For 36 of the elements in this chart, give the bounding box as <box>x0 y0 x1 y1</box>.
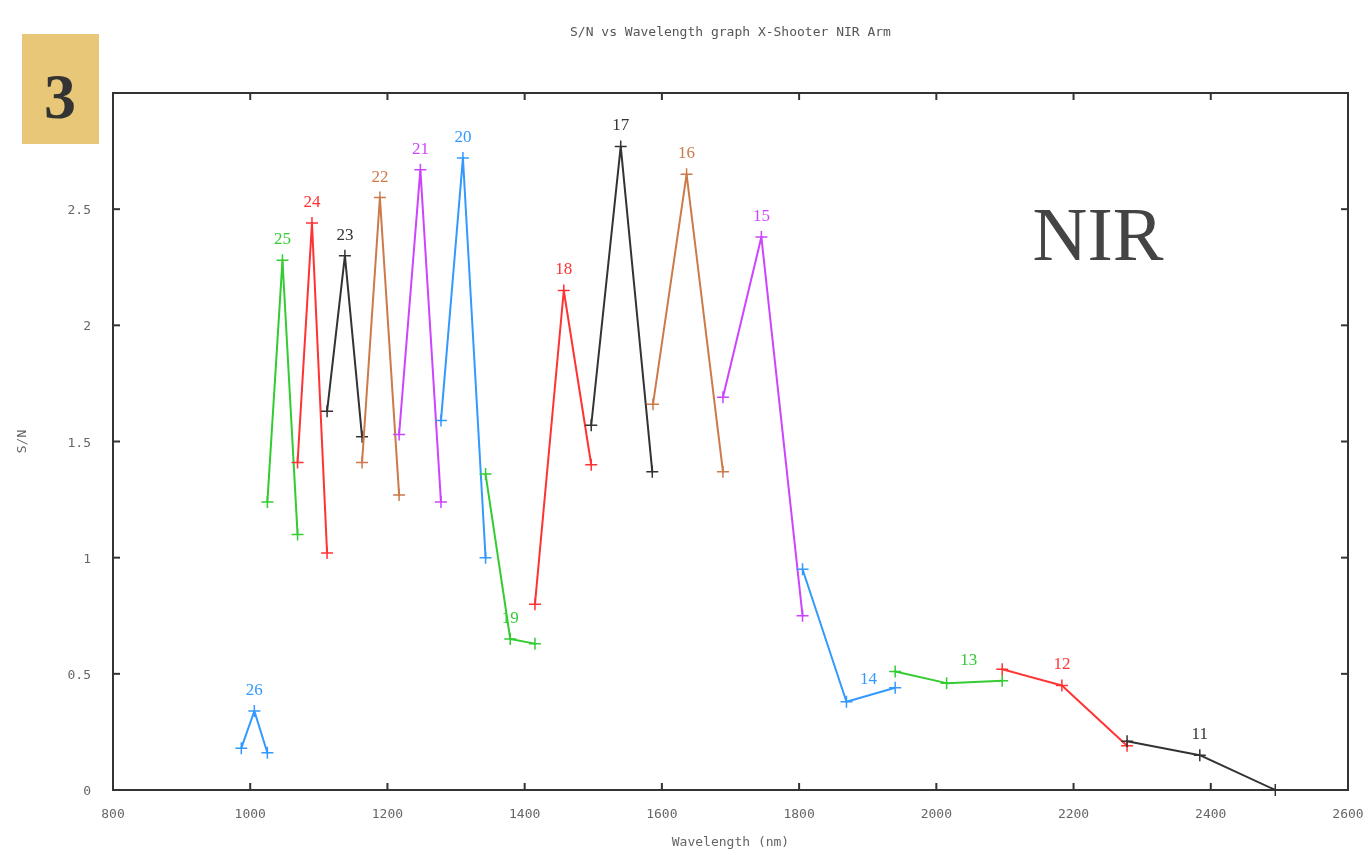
y-axis-title: S/N <box>14 429 29 454</box>
series-label: 23 <box>336 224 354 244</box>
x-tick-label: 800 <box>101 806 125 821</box>
x-tick-label: 1000 <box>234 806 266 821</box>
text: 3 <box>44 61 76 132</box>
series-label: 14 <box>859 668 878 688</box>
series-label: 22 <box>371 166 389 186</box>
series-label: 16 <box>678 143 696 163</box>
x-tick-label: 1800 <box>783 806 815 821</box>
x-tick-label: 2600 <box>1332 806 1364 821</box>
series-label: 17 <box>612 115 630 135</box>
chart-title: S/N vs Wavelength graph X-Shooter NIR Arm <box>570 24 892 39</box>
y-tick-label: 1 <box>83 550 91 566</box>
y-tick-label: 1.5 <box>67 434 91 450</box>
y-tick-label: 2 <box>83 318 91 334</box>
y-tick-label: 0.5 <box>67 666 91 682</box>
series-label: 20 <box>454 127 472 147</box>
series-label: 18 <box>555 259 573 279</box>
x-tick-label: 2000 <box>920 806 952 821</box>
series-label: 26 <box>245 680 263 700</box>
x-tick-label: 1600 <box>646 806 678 821</box>
series-label: 12 <box>1053 654 1071 674</box>
x-tick-label: 2400 <box>1195 806 1227 821</box>
x-tick-label: 2200 <box>1057 806 1090 821</box>
series-label: 11 <box>1191 724 1208 744</box>
y-tick-label: 2.5 <box>67 202 91 218</box>
x-axis-title: Wavelength (nm) <box>671 834 790 849</box>
x-tick-label: 1400 <box>509 806 541 821</box>
y-tick-label: 0 <box>83 783 91 798</box>
series-label: 24 <box>303 192 321 212</box>
series-label: 21 <box>411 138 429 158</box>
series-label: 25 <box>273 229 291 249</box>
annotation: NIR <box>1032 192 1164 276</box>
x-tick-label: 1200 <box>371 806 404 821</box>
series-label: 13 <box>960 650 978 670</box>
series-label: 15 <box>752 206 770 226</box>
